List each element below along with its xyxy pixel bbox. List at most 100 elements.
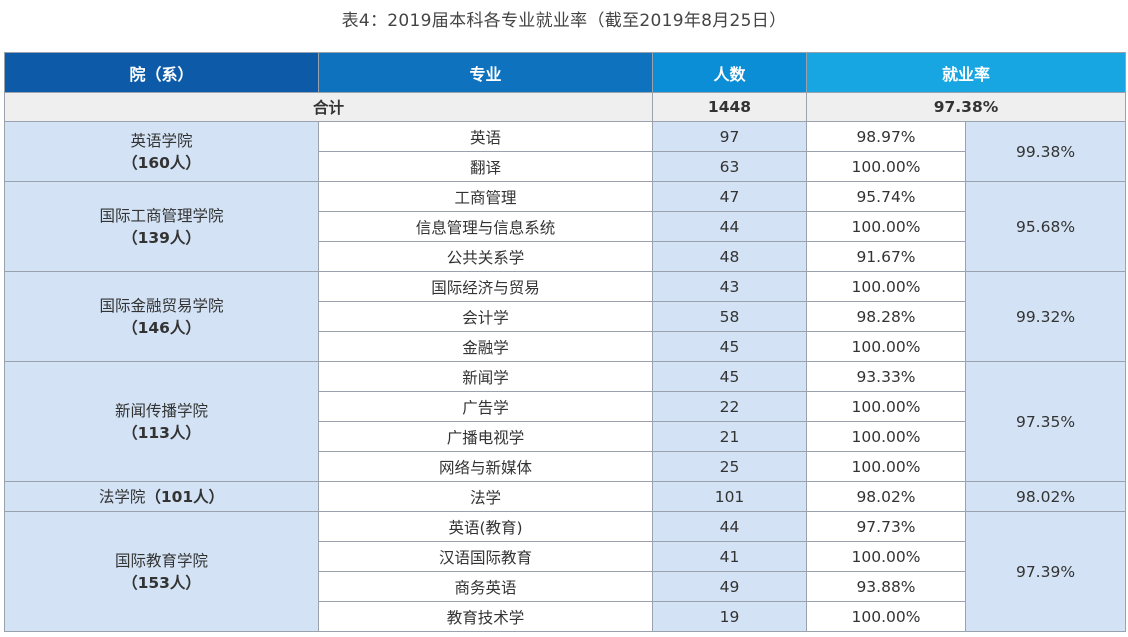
major-name: 英语(教育) (318, 511, 653, 542)
major-name: 英语 (318, 121, 653, 152)
total-label: 合计 (4, 92, 653, 122)
major-name: 网络与新媒体 (318, 451, 653, 482)
header-count: 人数 (652, 52, 807, 93)
department-name: 法学院 (98, 487, 146, 506)
department-name: 国际工商管理学院 (99, 206, 224, 225)
department-count: （113人） (122, 423, 201, 442)
major-count: 22 (652, 391, 807, 422)
major-name: 会计学 (318, 301, 653, 332)
major-name: 国际经济与贸易 (318, 271, 653, 302)
department-cell: 国际工商管理学院 （139人） (4, 181, 319, 272)
department-rate: 97.39% (964, 511, 1127, 632)
table-row: 法学院（101人） 法学 101 98.02% 98.02% (4, 481, 1127, 512)
major-rate: 100.00% (806, 151, 966, 182)
total-count: 1448 (652, 92, 807, 122)
major-count: 49 (652, 571, 807, 602)
table-row: 公共关系学 48 91.67% (5, 241, 1126, 272)
major-name: 工商管理 (318, 181, 653, 212)
major-count: 58 (652, 301, 807, 332)
major-count: 44 (652, 511, 807, 542)
total-rate: 97.38% (805, 92, 1127, 122)
department-name: 新闻传播学院 (114, 401, 208, 420)
major-count: 97 (652, 121, 807, 152)
department-rate: 98.02% (964, 481, 1127, 512)
major-rate: 100.00% (806, 451, 966, 482)
major-count: 63 (652, 151, 807, 182)
department-rate: 99.38% (964, 121, 1127, 182)
major-count: 47 (652, 181, 807, 212)
major-rate: 98.02% (806, 481, 966, 512)
department-count: （146人） (122, 318, 201, 337)
table-row: 广播电视学 21 100.00% (5, 421, 1126, 452)
department-name: 国际教育学院 (114, 551, 208, 570)
table-row: 教育技术学 19 100.00% (5, 601, 1126, 632)
table-row: 国际工商管理学院 （139人） 工商管理 47 95.74% 95.68% (4, 181, 1127, 272)
table-title: 表4：2019届本科各专业就业率（截至2019年8月25日） (341, 11, 787, 31)
department-count: （101人） (145, 487, 225, 506)
table-row: 国际教育学院 （153人） 英语(教育) 44 97.73% 97.39% (4, 511, 1127, 632)
major-name: 法学 (318, 481, 653, 512)
major-count: 25 (652, 451, 807, 482)
table-row: 翻译 63 100.00% (5, 151, 1126, 182)
major-name: 广告学 (318, 391, 653, 422)
major-rate: 95.74% (806, 181, 966, 212)
major-count: 101 (652, 481, 807, 512)
major-rate: 91.67% (806, 241, 966, 272)
major-name: 汉语国际教育 (318, 541, 653, 572)
department-cell: 法学院（101人） (4, 481, 319, 512)
major-rate: 98.28% (806, 301, 966, 332)
department-count: （139人） (122, 228, 201, 247)
header-row: 院（系） 专业 人数 就业率 (4, 52, 1127, 93)
department-count: （160人） (122, 153, 201, 172)
major-count: 41 (652, 541, 807, 572)
major-name: 翻译 (318, 151, 653, 182)
major-name: 信息管理与信息系统 (318, 211, 653, 242)
major-count: 44 (652, 211, 807, 242)
major-name: 商务英语 (318, 571, 653, 602)
major-count: 19 (652, 601, 807, 632)
major-count: 45 (652, 331, 807, 362)
major-rate: 100.00% (806, 541, 966, 572)
major-rate: 97.73% (806, 511, 966, 542)
table-row: 汉语国际教育 41 100.00% (5, 541, 1126, 572)
department-count: （153人） (122, 573, 201, 592)
table-row: 英语学院 （160人） 英语 97 98.97% 99.38% (4, 121, 1127, 182)
table-row: 信息管理与信息系统 44 100.00% (5, 211, 1126, 242)
header-major: 专业 (318, 52, 653, 93)
major-count: 48 (652, 241, 807, 272)
major-rate: 100.00% (806, 421, 966, 452)
major-rate: 100.00% (806, 211, 966, 242)
major-rate: 100.00% (806, 601, 966, 632)
major-rate: 98.97% (806, 121, 966, 152)
major-count: 21 (652, 421, 807, 452)
department-cell: 新闻传播学院 （113人） (4, 361, 319, 482)
major-name: 教育技术学 (318, 601, 653, 632)
table-row: 会计学 58 98.28% (5, 301, 1126, 332)
major-rate: 100.00% (806, 271, 966, 302)
total-row: 合计 1448 97.38% (4, 92, 1127, 122)
major-rate: 93.33% (806, 361, 966, 392)
department-name: 国际金融贸易学院 (99, 296, 224, 315)
department-cell: 英语学院 （160人） (4, 121, 319, 182)
department-rate: 95.68% (964, 181, 1127, 272)
department-rate: 97.35% (964, 361, 1127, 482)
major-name: 广播电视学 (318, 421, 653, 452)
table-row: 金融学 45 100.00% (5, 331, 1126, 362)
major-name: 新闻学 (318, 361, 653, 392)
major-rate: 100.00% (806, 391, 966, 422)
department-cell: 国际教育学院 （153人） (4, 511, 319, 632)
major-rate: 93.88% (806, 571, 966, 602)
department-rate: 99.32% (964, 271, 1127, 362)
table-row: 新闻传播学院 （113人） 新闻学 45 93.33% 97.35% (4, 361, 1127, 482)
employment-rate-table: 院（系） 专业 人数 就业率 合计 1448 97.38% 英语学院 （160人）… (4, 52, 1127, 632)
major-count: 45 (652, 361, 807, 392)
table-row: 网络与新媒体 25 100.00% (5, 451, 1126, 482)
major-count: 43 (652, 271, 807, 302)
table-row: 国际金融贸易学院 （146人） 国际经济与贸易 43 100.00% 99.32% (4, 271, 1127, 362)
header-rate: 就业率 (805, 52, 1127, 93)
header-department: 院（系） (4, 52, 319, 93)
major-rate: 100.00% (806, 331, 966, 362)
department-cell: 国际金融贸易学院 （146人） (4, 271, 319, 362)
major-name: 公共关系学 (318, 241, 653, 272)
major-name: 金融学 (318, 331, 653, 362)
